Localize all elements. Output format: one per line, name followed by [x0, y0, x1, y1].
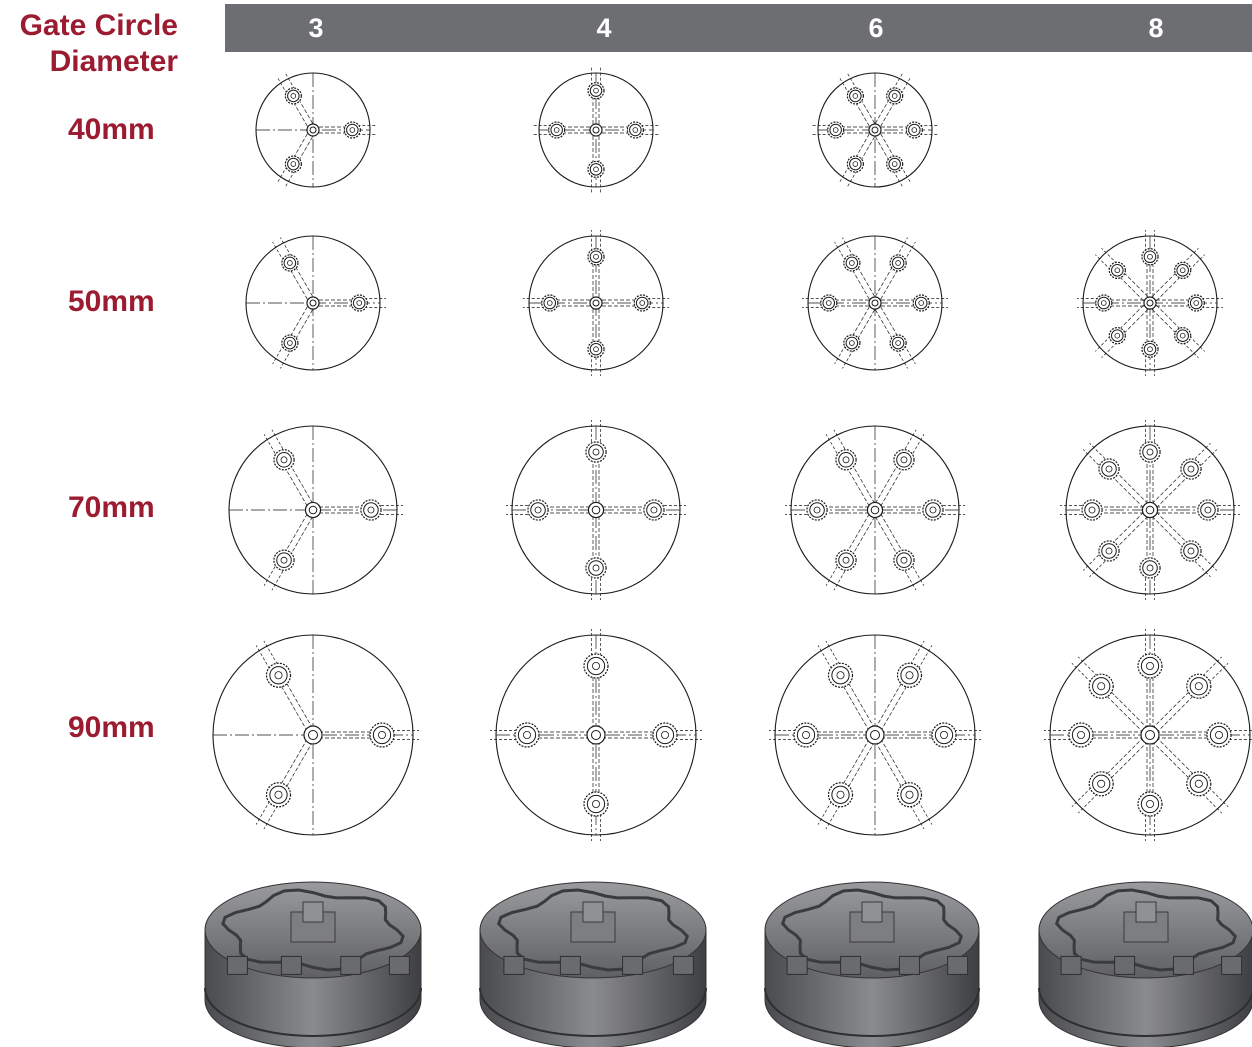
column-label-4: 4 — [596, 13, 612, 43]
row-axis-title-line1: Gate Circle — [19, 9, 178, 42]
column-label-3: 3 — [308, 13, 324, 43]
manifold-rendering-4-drops — [479, 881, 707, 1047]
gate-layout-50mm-4-drops — [523, 230, 669, 376]
column-label-8: 8 — [1148, 13, 1164, 43]
row-label-70mm: 70mm — [68, 491, 155, 524]
gate-layout-70mm-4-drops — [506, 420, 686, 600]
row-axis-title-line2: Diameter — [49, 45, 178, 78]
gate-layout-40mm-3-drops — [255, 72, 376, 188]
gate-layout-90mm-8-drops — [1044, 629, 1252, 841]
gate-layout-40mm-6-drops — [812, 72, 938, 188]
gate-layout-40mm-4-drops — [533, 67, 659, 193]
gate-layout-50mm-8-drops — [1077, 230, 1223, 376]
gate-layout-50mm-3-drops — [245, 235, 386, 371]
gate-layout-90mm-4-drops — [490, 629, 702, 841]
manifold-rendering-8-drops — [1038, 881, 1252, 1047]
manifold-rendering-3-drops — [204, 881, 422, 1047]
row-label-40mm: 40mm — [68, 113, 155, 146]
drop-count-header-bar — [225, 4, 1252, 52]
gate-layout-70mm-8-drops — [1060, 420, 1240, 600]
gate-layout-90mm-3-drops — [212, 634, 419, 836]
gate-layout-70mm-6-drops — [785, 425, 965, 595]
gate-layout-70mm-3-drops — [228, 425, 403, 595]
gate-layout-50mm-6-drops — [802, 235, 948, 371]
row-label-50mm: 50mm — [68, 285, 155, 318]
column-label-6: 6 — [868, 13, 884, 43]
manifold-rendering-6-drops — [764, 881, 980, 1047]
row-label-90mm: 90mm — [68, 711, 155, 744]
row-axis-title: Gate Circle Diameter — [20, 8, 178, 80]
gate-layout-90mm-6-drops — [769, 634, 981, 836]
